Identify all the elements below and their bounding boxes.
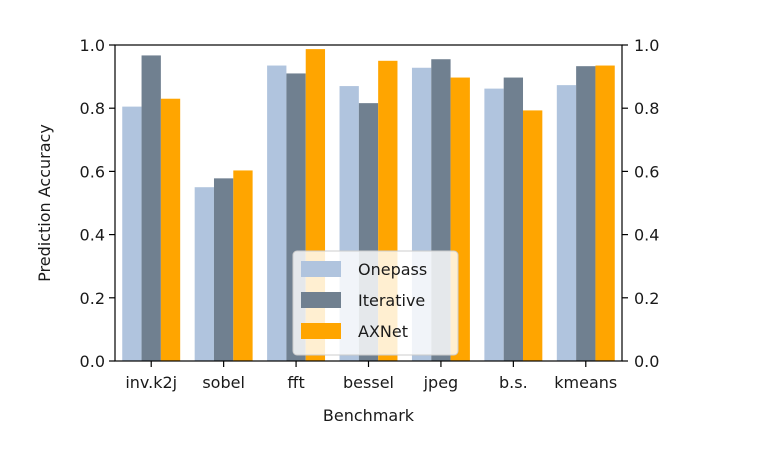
right-tick-label: 0.0 <box>634 352 659 371</box>
right-tick-label: 1.0 <box>634 36 659 55</box>
x-tick-label: inv.k2j <box>125 373 177 392</box>
legend-swatch-iterative <box>301 292 341 308</box>
bar-iterative-kmeans <box>576 66 596 361</box>
legend-label-onepass: Onepass <box>358 260 427 279</box>
bar-axnet-sobel <box>233 170 253 361</box>
right-tick-label: 0.2 <box>634 289 659 308</box>
x-tick-label: b.s. <box>499 373 528 392</box>
y-axis-label: Prediction Accuracy <box>35 124 54 282</box>
bar-axnet-invk2j <box>160 98 181 361</box>
bar-onepass-bs <box>484 88 504 361</box>
right-axis: 0.0 0.2 0.4 0.6 0.8 1.0 <box>622 36 659 371</box>
left-tick-label: 1.0 <box>80 36 105 55</box>
legend-swatch-axnet <box>301 323 341 339</box>
right-tick-label: 0.4 <box>634 226 659 245</box>
bar-iterative-bs <box>503 77 524 361</box>
x-tick-label: bessel <box>343 373 394 392</box>
bar-iterative-invk2j <box>141 55 161 361</box>
right-tick-label: 0.6 <box>634 162 659 181</box>
x-axis: inv.k2j sobel fft bessel jpeg b.s. kmeans <box>125 361 617 392</box>
bar-axnet-kmeans <box>595 65 615 361</box>
left-tick-label: 0.6 <box>80 162 105 181</box>
left-axis: 0.0 0.2 0.4 0.6 0.8 1.0 <box>80 36 115 371</box>
bar-iterative-sobel <box>213 178 234 361</box>
left-tick-label: 0.8 <box>80 99 105 118</box>
x-tick-label: fft <box>287 373 304 392</box>
bar-onepass-invk2j <box>122 106 142 362</box>
bar-onepass-sobel <box>194 187 214 361</box>
legend-label-iterative: Iterative <box>358 291 425 310</box>
left-tick-label: 0.2 <box>80 289 105 308</box>
bar-onepass-fft <box>267 65 287 361</box>
right-tick-label: 0.8 <box>634 99 659 118</box>
left-tick-label: 0.0 <box>80 352 105 371</box>
x-tick-label: kmeans <box>554 373 617 392</box>
bar-axnet-bs <box>523 110 543 361</box>
x-axis-label: Benchmark <box>323 406 415 425</box>
legend-swatch-onepass <box>301 261 341 277</box>
x-tick-label: sobel <box>202 373 245 392</box>
legend-label-axnet: AXNet <box>358 322 408 341</box>
legend: Onepass Iterative AXNet <box>292 250 459 356</box>
bars-layer <box>122 49 615 362</box>
left-tick-label: 0.4 <box>80 226 105 245</box>
x-tick-label: jpeg <box>423 373 459 392</box>
bar-onepass-kmeans <box>556 85 577 361</box>
